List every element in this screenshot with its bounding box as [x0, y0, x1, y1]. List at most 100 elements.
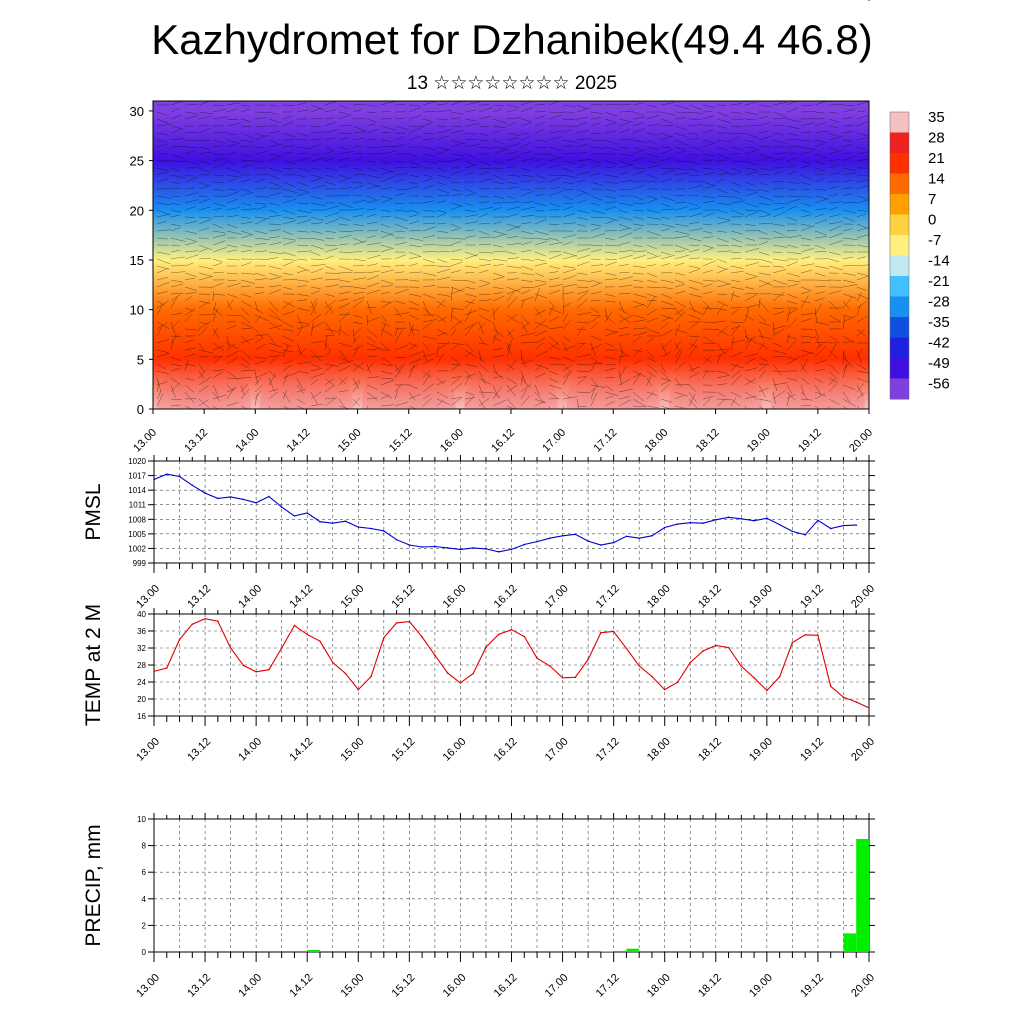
panel-ylabel: PRECIP, mm	[82, 824, 105, 946]
series-point	[702, 650, 704, 652]
series-point	[600, 544, 602, 546]
heatmap-xtick-label: 18.12	[694, 427, 722, 455]
colorbar-label: -42	[928, 335, 950, 352]
panel-xtick-label: 13.12	[185, 583, 213, 611]
series-point	[357, 688, 360, 691]
panel-ytick-label: 16	[137, 712, 146, 721]
panel-ytick-label: 32	[137, 644, 146, 653]
series-point	[638, 665, 640, 667]
series-point	[446, 547, 449, 549]
panel-xtick-label: 13.00	[134, 736, 162, 764]
series-point	[549, 665, 551, 667]
colorbar-swatch	[890, 214, 909, 236]
panel-xtick-label: 15.12	[390, 972, 418, 1000]
panel-grid	[153, 460, 870, 564]
panel-ytick-label: 999	[133, 559, 147, 568]
colorbar-label: -14	[928, 253, 950, 270]
series-point	[255, 501, 257, 504]
series-point	[689, 661, 692, 664]
colorbar-label: -21	[928, 273, 950, 290]
series-point	[370, 527, 372, 530]
series-point	[753, 676, 755, 679]
series-point	[829, 685, 832, 688]
heatmap-xtick-label: 20.00	[847, 427, 875, 455]
series-point	[268, 668, 270, 671]
series-point	[383, 637, 385, 639]
panel-xtick-label: 18.12	[696, 583, 724, 611]
panel-xtick-label: 17.12	[594, 583, 622, 611]
panel-ytick-label: 1011	[129, 501, 147, 510]
panel-ytick-label: 1017	[128, 472, 146, 481]
panel-xtick-label: 14.00	[236, 736, 264, 764]
colorbar-swatch	[890, 132, 909, 154]
series-point	[472, 672, 474, 675]
series-point	[217, 497, 219, 500]
series-point	[153, 670, 155, 673]
panel-xtick-label: 14.12	[287, 736, 315, 764]
colorbar-swatch	[890, 317, 909, 338]
series-point	[280, 647, 283, 649]
series-point	[153, 478, 155, 481]
series-point	[421, 636, 423, 638]
colorbar-swatch	[890, 378, 909, 400]
panel-xtick-label: 19.12	[798, 972, 826, 1000]
series-point	[804, 634, 806, 636]
series-point	[242, 664, 245, 667]
heatmap-xtick-label: 15.00	[336, 427, 364, 455]
colorbar-label: 28	[928, 130, 945, 147]
series-point	[651, 675, 653, 678]
precip-bar	[856, 838, 869, 952]
colorbar-label: -28	[928, 294, 950, 311]
series-point	[293, 515, 296, 517]
panel-ytick-label: 8	[142, 842, 147, 851]
series-point	[829, 527, 832, 530]
heatmap-ytick-label: 25	[130, 154, 144, 169]
panel-xtick-label: 17.00	[543, 972, 571, 1000]
series-point	[485, 646, 487, 648]
warm-bubble	[361, 347, 456, 409]
colorbar-swatch	[890, 296, 909, 318]
series-point	[740, 518, 743, 520]
wind-barbs	[156, 101, 869, 409]
panel-ytick-label: 1002	[128, 544, 146, 553]
series-point	[855, 524, 858, 526]
heatmap-ytick-label: 15	[130, 253, 144, 268]
series-point	[446, 672, 449, 674]
series-point	[523, 543, 526, 546]
series-point	[766, 689, 768, 692]
series-point	[357, 526, 360, 528]
series-point	[242, 498, 245, 501]
panel-ytick-label: 36	[137, 627, 146, 636]
series-point	[842, 696, 845, 699]
series-point	[791, 641, 794, 644]
series-point	[229, 647, 232, 649]
panel-xtick-label: 19.12	[798, 583, 826, 611]
series-point	[217, 620, 219, 623]
heatmap-xtick-label: 14.12	[285, 427, 313, 455]
series-point	[663, 526, 666, 529]
series-point	[536, 657, 538, 659]
series-point	[753, 519, 755, 522]
panel-xtick-label: 16.00	[441, 583, 469, 611]
series-point	[855, 701, 858, 703]
series-point	[344, 672, 347, 675]
colorbar-label: 14	[928, 171, 945, 188]
precip-bar	[843, 933, 857, 952]
heatmap-ytick-label: 0	[137, 402, 144, 417]
colorbar-label: -56	[928, 376, 950, 393]
panel-xtick-label: 16.12	[492, 736, 520, 764]
panel-xtick-label: 14.12	[287, 972, 315, 1000]
panel-ytick-label: 4	[142, 895, 147, 904]
warm-bubble	[464, 347, 558, 409]
panel-xtick-label: 14.12	[287, 583, 315, 611]
series-point	[395, 622, 398, 624]
series-point	[344, 520, 347, 523]
warm-bubble	[259, 347, 354, 409]
panel-xtick-label: 20.00	[849, 736, 877, 764]
series-point	[740, 665, 743, 668]
heatmap-xtick-label: 13.12	[182, 427, 210, 455]
colorbar-swatch	[890, 255, 909, 277]
series-point	[395, 538, 398, 541]
panel-ytick-label: 2	[142, 921, 147, 930]
